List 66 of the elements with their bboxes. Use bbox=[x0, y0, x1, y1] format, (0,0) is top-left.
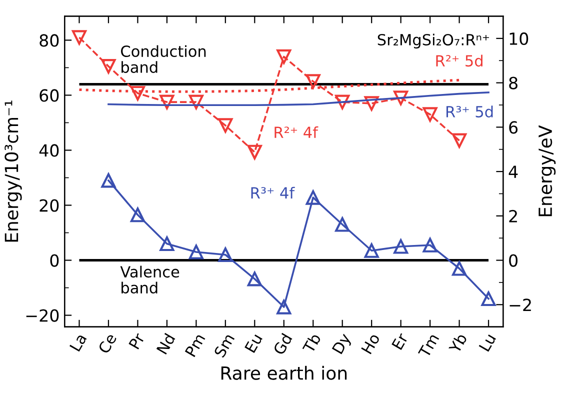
x-tick-label: Nd bbox=[156, 332, 176, 355]
point bbox=[276, 300, 292, 314]
point bbox=[364, 96, 379, 111]
point bbox=[188, 94, 204, 110]
y-tick-label: 80 bbox=[40, 34, 59, 47]
point bbox=[335, 217, 350, 232]
y2-tick-label: 0 bbox=[509, 254, 518, 267]
y2-tick-label: 10 bbox=[510, 32, 528, 45]
x-tick-label: Sm bbox=[214, 332, 235, 358]
point bbox=[422, 107, 438, 122]
point bbox=[422, 238, 438, 252]
point bbox=[101, 173, 116, 188]
point bbox=[160, 236, 174, 252]
point bbox=[72, 30, 87, 45]
y2-tick-label: 8 bbox=[509, 76, 518, 90]
x-tick-label: Eu bbox=[244, 333, 263, 354]
point bbox=[218, 247, 233, 262]
y2-tick-label: 2 bbox=[509, 210, 517, 222]
x-tick-label: Pr bbox=[128, 332, 146, 350]
y2-tick-label: 4 bbox=[508, 166, 518, 178]
point bbox=[364, 243, 379, 258]
ref-line-label: Valence band bbox=[120, 266, 180, 294]
x-axis-title: Rare earth ion bbox=[221, 366, 347, 380]
point bbox=[306, 74, 320, 89]
series-label: R³⁺ 5d bbox=[446, 106, 493, 118]
point bbox=[247, 272, 262, 286]
y-tick-label: 60 bbox=[40, 89, 59, 102]
y-tick-label: 0 bbox=[50, 254, 59, 267]
series-label: R²⁺ 5d bbox=[436, 54, 482, 67]
point bbox=[188, 244, 204, 260]
y-tick-label: 40 bbox=[39, 144, 59, 157]
point bbox=[452, 261, 467, 276]
x-tick-label: Ce bbox=[98, 332, 117, 354]
point bbox=[394, 90, 408, 106]
series-label: R³⁺ 4f bbox=[251, 186, 295, 198]
x-tick-label: Gd bbox=[272, 332, 292, 356]
x-tick-label: Tm bbox=[418, 333, 440, 359]
ref-line-label: Conduction band bbox=[121, 45, 206, 73]
y2-tick-label: 6 bbox=[509, 121, 518, 134]
y2-axis-title: Energy/eV bbox=[538, 125, 556, 216]
point bbox=[276, 49, 292, 64]
point bbox=[394, 239, 408, 254]
point bbox=[218, 118, 233, 133]
x-tick-label: Er bbox=[392, 332, 408, 350]
point bbox=[130, 208, 146, 222]
point bbox=[101, 59, 116, 74]
x-tick-label: Pm bbox=[184, 333, 206, 358]
y2-tick-label: −2 bbox=[510, 298, 531, 311]
y-axis-title: Energy/10³cm⁻¹ bbox=[4, 100, 22, 242]
x-tick-label: La bbox=[70, 333, 87, 352]
y-tick-label: 20 bbox=[40, 199, 59, 212]
point bbox=[247, 144, 262, 160]
point bbox=[306, 190, 320, 205]
point bbox=[335, 94, 350, 110]
point bbox=[160, 94, 174, 110]
point bbox=[452, 133, 467, 148]
series-label: R²⁺ 4f bbox=[274, 126, 318, 138]
y-tick-label: −20 bbox=[26, 309, 59, 322]
x-tick-label: Lu bbox=[478, 333, 496, 352]
point bbox=[481, 291, 496, 306]
x-tick-label: Ho bbox=[361, 332, 380, 354]
x-tick-label: Tb bbox=[302, 332, 322, 354]
point bbox=[130, 86, 146, 101]
x-tick-label: Dy bbox=[332, 332, 354, 356]
annotation: Sr₂MgSi₂O₇:Rⁿ⁺ bbox=[378, 34, 489, 48]
x-tick-label: Yb bbox=[448, 332, 468, 354]
